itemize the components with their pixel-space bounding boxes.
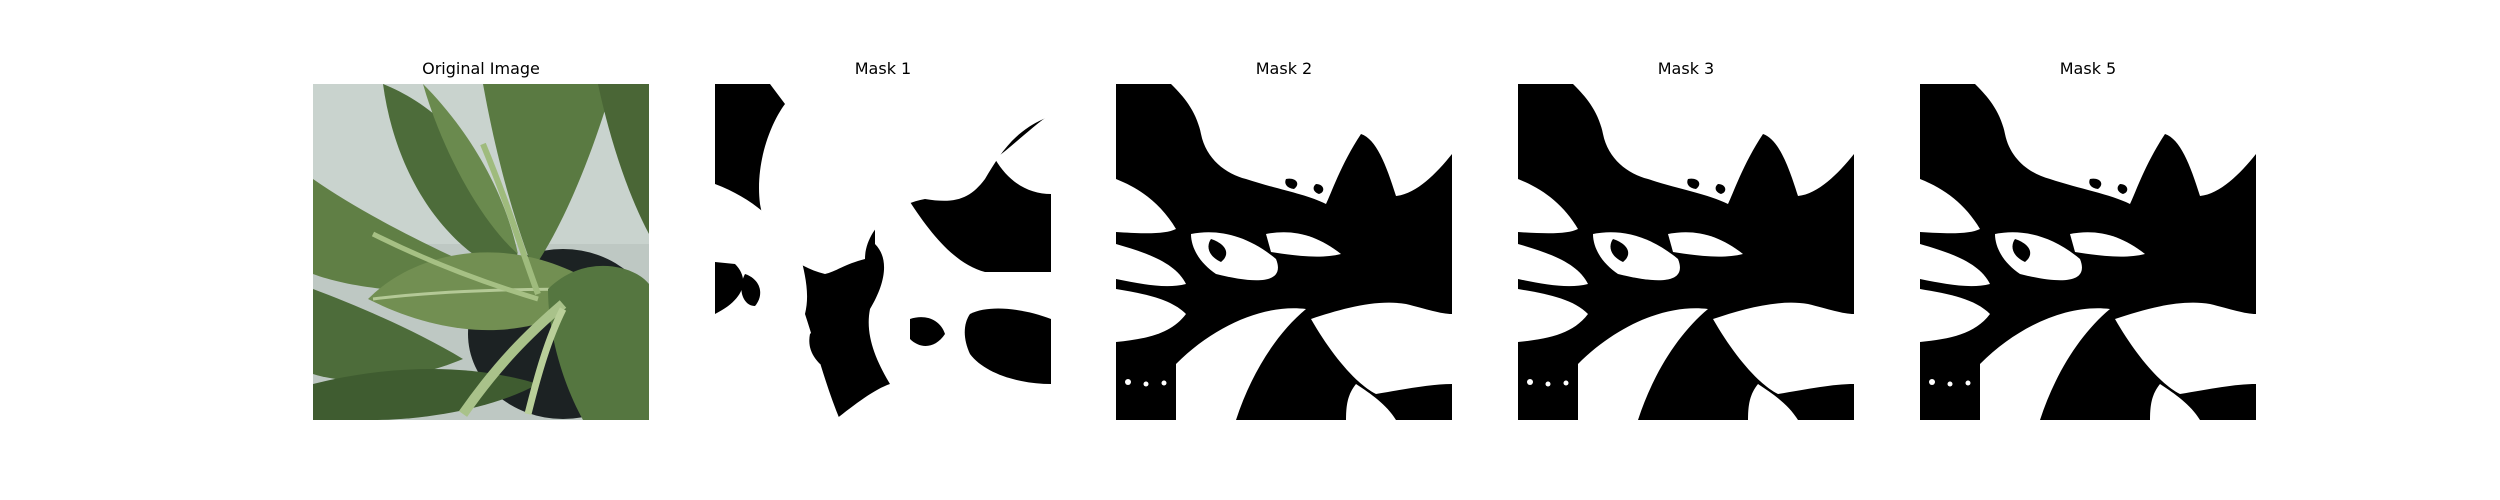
mask-holes: [741, 274, 1051, 384]
leaf-left-middle: [313, 289, 463, 381]
panel-title: Mask 2: [1255, 59, 1313, 78]
panel-title: Mask 5: [2059, 59, 2117, 78]
leaf-far-right: [598, 84, 649, 234]
panel-mask-2: Mask 2: [1116, 58, 1452, 420]
segmentation-mask-2: [1116, 84, 1452, 420]
panel-mask-3: Mask 3: [1518, 58, 1854, 420]
leaf-top-center: [383, 84, 523, 279]
stem-3: [480, 142, 541, 296]
mask-foreground: [1920, 84, 2256, 420]
leaf-top-right: [483, 84, 613, 269]
stem-4: [371, 231, 539, 302]
mask-holes: [1208, 178, 1342, 262]
panel-mask-5: Mask 5: [1920, 58, 2256, 420]
panel-title: Mask 3: [1657, 59, 1715, 78]
panel-title: Mask 1: [854, 59, 912, 78]
mask-specks: [1929, 379, 1988, 387]
panel-mask-1: Mask 1: [715, 58, 1051, 420]
mask-specks: [1125, 379, 1184, 387]
leaf-right-large: [548, 265, 649, 420]
mask-specks: [1527, 379, 1586, 387]
mask-foreground: [715, 84, 1051, 420]
panel-title: Original Image: [422, 59, 540, 78]
stem-1: [458, 300, 567, 417]
stem-2: [524, 307, 567, 415]
plant-photo: [313, 84, 649, 420]
segmentation-mask-3: [1518, 84, 1854, 420]
segmentation-mask-5: [1920, 84, 2256, 420]
leaf-top-center-highlight: [423, 84, 518, 254]
mask-foreground: [1518, 84, 1854, 420]
mask-foreground: [1116, 84, 1452, 420]
segmentation-mask-1: [715, 84, 1051, 420]
mask-holes: [2012, 178, 2146, 262]
mask-holes: [1610, 178, 1744, 262]
panel-original-image: Original Image: [313, 58, 649, 420]
